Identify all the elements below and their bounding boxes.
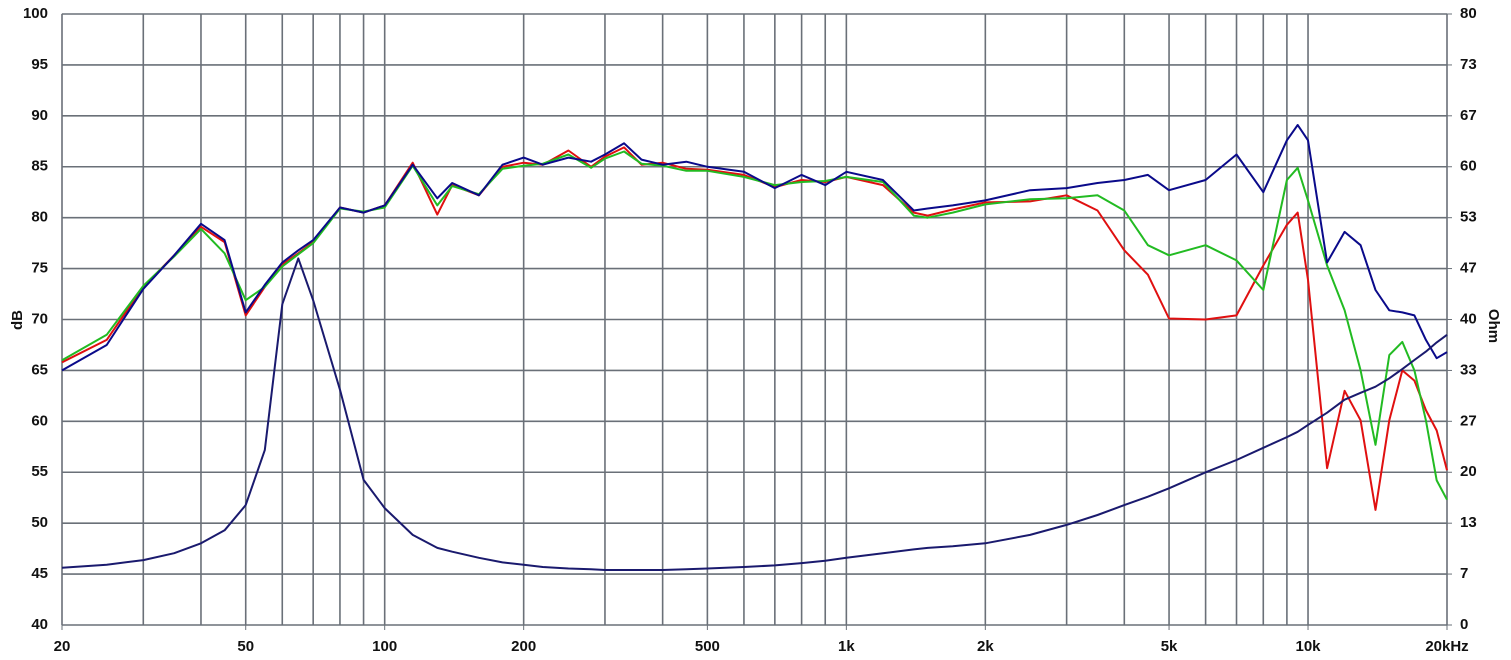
x-tick-label: 200	[511, 638, 536, 655]
y-tick-label: 50	[31, 514, 48, 531]
y2-axis-label: Ohm	[1485, 309, 1502, 343]
x-tick-label: 50	[237, 638, 254, 655]
y-tick-label: 45	[31, 565, 48, 582]
y2-tick-label: 60	[1460, 158, 1477, 175]
series-line	[61, 124, 1448, 372]
series-line	[61, 257, 1448, 571]
y-tick-label: 60	[31, 412, 48, 429]
y2-tick-label: 73	[1460, 56, 1477, 73]
y-tick-label: 80	[31, 209, 48, 226]
y-tick-label: 75	[31, 260, 48, 277]
series-line	[61, 150, 1448, 501]
y2-tick-label: 20	[1460, 463, 1477, 480]
y-tick-label: 100	[23, 5, 48, 22]
y2-tick-label: 33	[1460, 361, 1477, 378]
x-tick-label: 20kHz	[1425, 638, 1468, 655]
y2-tick-label: 40	[1460, 310, 1477, 327]
y2-tick-label: 47	[1460, 260, 1477, 277]
x-tick-label: 1k	[838, 638, 855, 655]
y-tick-label: 65	[31, 361, 48, 378]
y2-tick-label: 53	[1460, 209, 1477, 226]
x-tick-label: 100	[372, 638, 397, 655]
x-tick-label: 5k	[1161, 638, 1178, 655]
y-tick-label: 85	[31, 158, 48, 175]
y-tick-label: 90	[31, 107, 48, 124]
x-tick-label: 2k	[977, 638, 994, 655]
y-tick-label: 55	[31, 463, 48, 480]
y2-tick-label: 27	[1460, 412, 1477, 429]
y2-tick-label: 0	[1460, 616, 1468, 633]
x-tick-label: 500	[695, 638, 720, 655]
y-tick-label: 70	[31, 310, 48, 327]
x-tick-label: 10k	[1296, 638, 1322, 655]
x-tick-label: 20	[54, 638, 71, 655]
y-axis-label: dB	[9, 310, 26, 330]
y2-tick-label: 13	[1460, 514, 1477, 531]
y-tick-label: 95	[31, 56, 48, 73]
y2-tick-label: 80	[1460, 5, 1477, 22]
y2-tick-label: 7	[1460, 565, 1468, 582]
y2-tick-label: 67	[1460, 107, 1477, 124]
y-tick-label: 40	[31, 616, 48, 633]
